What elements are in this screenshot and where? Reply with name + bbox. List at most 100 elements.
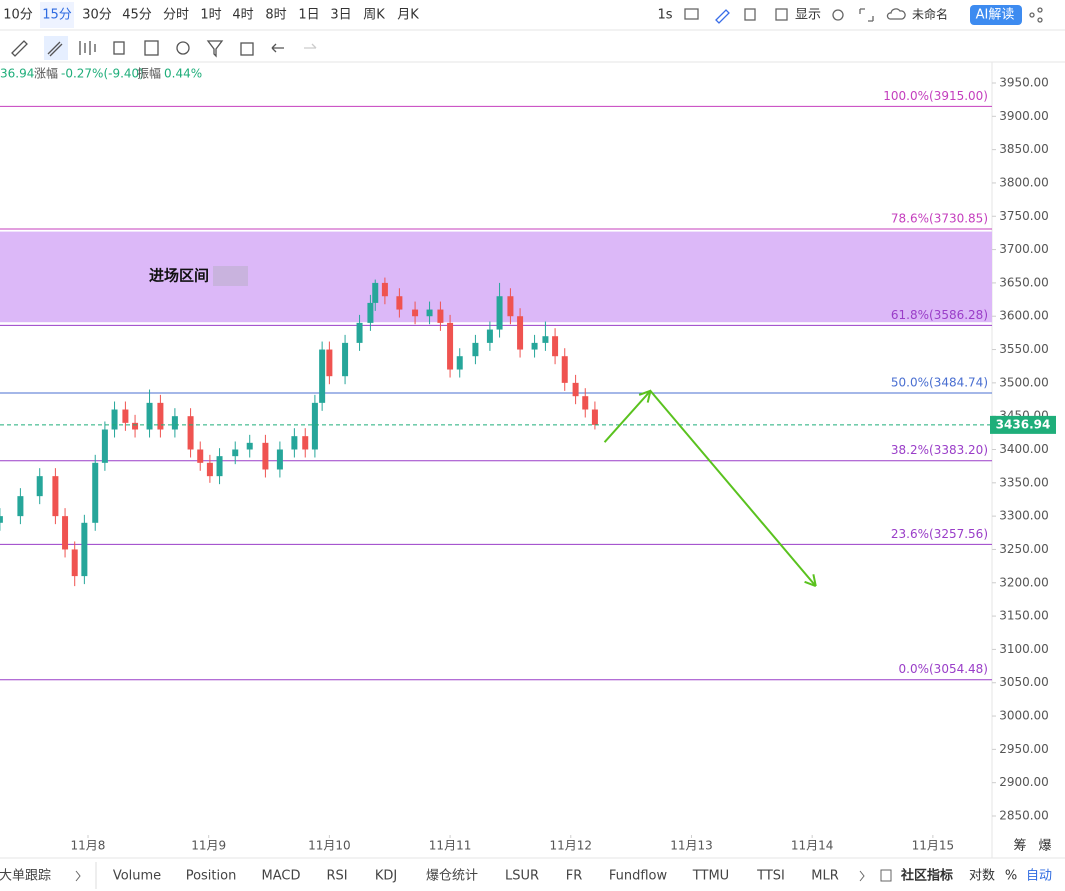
fib-label: 61.8%(3586.28) bbox=[891, 308, 988, 322]
fib-label: 100.0%(3915.00) bbox=[883, 89, 988, 103]
candle-body bbox=[276, 449, 283, 470]
indicator[interactable]: Fundflow bbox=[609, 869, 668, 884]
candle-body bbox=[472, 342, 479, 357]
last-price: 3436.94 bbox=[996, 417, 1051, 431]
timeframe[interactable]: 4时 bbox=[232, 8, 253, 23]
candle-body bbox=[197, 449, 204, 463]
timeframe[interactable]: 周K bbox=[363, 8, 385, 23]
indicator[interactable]: RSI bbox=[326, 869, 347, 884]
axis-corner[interactable]: 爆 bbox=[1038, 839, 1051, 854]
candle-body bbox=[216, 456, 223, 477]
x-tick-label: 11月10 bbox=[308, 839, 351, 853]
indicator[interactable]: 大单跟踪 bbox=[0, 869, 51, 884]
candle-body bbox=[232, 449, 239, 457]
last-price-box bbox=[990, 415, 1056, 434]
info-price: 36.94 bbox=[0, 67, 34, 81]
candle-body bbox=[81, 522, 88, 577]
zone-label-bg bbox=[213, 266, 248, 286]
timeframe[interactable]: 分时 bbox=[163, 8, 189, 23]
ai-label[interactable]: AI解读 bbox=[976, 8, 1015, 23]
candle-body bbox=[447, 322, 454, 370]
fib-label: 38.2%(3383.20) bbox=[891, 443, 988, 457]
ai-button[interactable] bbox=[970, 5, 1022, 25]
layout-name[interactable]: 未命名 bbox=[912, 7, 948, 22]
auto-toggle[interactable]: 自动 bbox=[1026, 869, 1052, 884]
indicator[interactable]: KDJ bbox=[375, 869, 397, 884]
entry-zone bbox=[0, 231, 992, 323]
axis-corner[interactable]: 筹 bbox=[1013, 838, 1026, 854]
indicator[interactable]: TTMU bbox=[692, 869, 729, 884]
x-tick-label: 11月13 bbox=[670, 839, 713, 853]
indicator[interactable]: MLR bbox=[811, 869, 839, 884]
candle-body bbox=[507, 296, 514, 317]
timeframe[interactable]: 30分 bbox=[82, 8, 112, 23]
candle-body bbox=[496, 296, 503, 330]
log-toggle[interactable]: 对数 bbox=[969, 869, 995, 884]
y-tick-label: 3900.00 bbox=[999, 109, 1049, 123]
community-icon[interactable] bbox=[880, 869, 892, 882]
candle-body bbox=[542, 336, 549, 343]
candle-body bbox=[356, 322, 363, 343]
chevron[interactable] bbox=[859, 870, 865, 882]
x-tick-label: 11月8 bbox=[71, 839, 106, 853]
candle-body bbox=[92, 462, 99, 523]
candle-body bbox=[122, 409, 129, 423]
candle-body bbox=[367, 302, 374, 323]
community[interactable]: 社区指标 bbox=[900, 868, 953, 884]
candle-body bbox=[311, 402, 318, 450]
indicator[interactable]: Position bbox=[186, 869, 237, 884]
y-tick-label: 3800.00 bbox=[999, 175, 1049, 189]
timeframe[interactable]: 45分 bbox=[122, 8, 152, 23]
arrow-head bbox=[812, 574, 817, 587]
fib-label: 23.6%(3257.56) bbox=[891, 527, 988, 541]
indicator[interactable]: LSUR bbox=[505, 869, 539, 884]
indicator[interactable]: 爆仓统计 bbox=[426, 869, 478, 884]
candle-body bbox=[246, 442, 253, 450]
arrow-head bbox=[804, 580, 817, 588]
candle-body bbox=[146, 402, 153, 430]
y-tick-label: 3850.00 bbox=[999, 142, 1049, 156]
x-tick-label: 11月14 bbox=[791, 839, 834, 853]
percent-toggle[interactable]: % bbox=[1005, 869, 1017, 884]
indicator[interactable]: MACD bbox=[262, 869, 301, 884]
x-tick-label: 11月15 bbox=[912, 839, 955, 853]
indicator[interactable]: Volume bbox=[113, 869, 161, 884]
timeframe[interactable]: 1日 bbox=[298, 8, 319, 23]
indicator[interactable]: FR bbox=[566, 869, 583, 884]
timeframe[interactable]: 月K bbox=[397, 8, 419, 23]
candle-body bbox=[52, 476, 59, 517]
y-tick-label: 3950.00 bbox=[999, 75, 1049, 89]
indicator[interactable]: TTSI bbox=[756, 869, 785, 884]
candle-body bbox=[326, 349, 333, 377]
active-tab bbox=[40, 2, 74, 28]
timeframe[interactable]: 8时 bbox=[265, 8, 286, 23]
candle-body bbox=[396, 296, 403, 310]
candle-body bbox=[381, 282, 388, 297]
top-icons[interactable] bbox=[684, 7, 1043, 24]
chevron[interactable] bbox=[75, 870, 81, 882]
fib-label: 0.0%(3054.48) bbox=[899, 662, 988, 676]
candle-body bbox=[111, 409, 118, 430]
display[interactable]: 显示 bbox=[795, 8, 821, 23]
timeframe[interactable]: 10分 bbox=[3, 8, 33, 23]
y-tick-label: 2900.00 bbox=[999, 775, 1049, 789]
candle-body bbox=[187, 416, 194, 450]
timeframe[interactable]: 3日 bbox=[330, 8, 351, 23]
timeframe[interactable]: 1时 bbox=[200, 8, 221, 23]
refresh[interactable]: 1s bbox=[657, 8, 672, 23]
y-tick-label: 3100.00 bbox=[999, 642, 1049, 656]
timeframe[interactable]: 15分 bbox=[42, 8, 72, 23]
y-tick-label: 3000.00 bbox=[999, 709, 1049, 723]
fib-label: 78.6%(3730.85) bbox=[891, 212, 988, 226]
candle-body bbox=[561, 356, 568, 383]
y-tick-label: 3200.00 bbox=[999, 575, 1049, 589]
y-tick-label: 3050.00 bbox=[999, 675, 1049, 689]
y-tick-label: 3300.00 bbox=[999, 509, 1049, 523]
candle-body bbox=[0, 516, 3, 523]
candle-body bbox=[426, 309, 433, 317]
candle-body bbox=[552, 336, 559, 357]
drawing-tools[interactable] bbox=[11, 36, 317, 60]
y-tick-label: 3150.00 bbox=[999, 609, 1049, 623]
